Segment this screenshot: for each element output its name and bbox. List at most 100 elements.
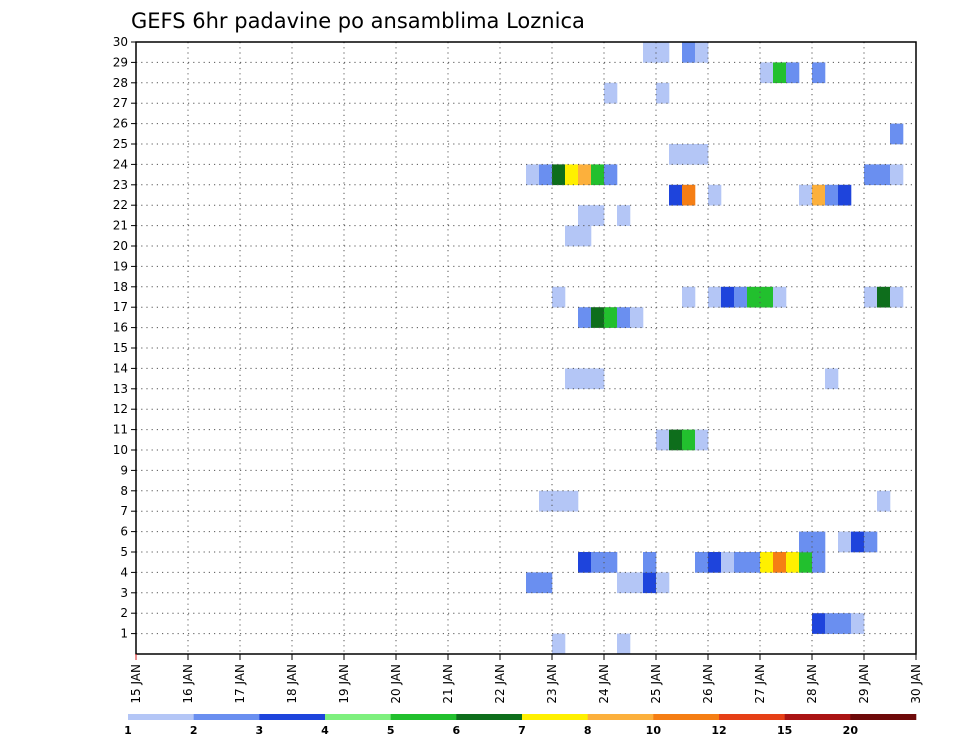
y-tick-label: 26 — [113, 117, 128, 131]
y-tick-label: 12 — [113, 402, 128, 416]
precip-cell — [565, 368, 579, 390]
precip-cell — [708, 286, 722, 308]
colorbar-segment — [522, 714, 588, 720]
precip-cell — [591, 205, 605, 226]
precip-cell — [604, 164, 618, 186]
colorbar-label: 7 — [518, 724, 526, 737]
colorbar-label: 6 — [453, 724, 461, 737]
y-tick-label: 9 — [120, 463, 128, 477]
precip-cell — [591, 368, 605, 390]
precip-cell — [552, 164, 566, 186]
y-tick-label: 18 — [113, 280, 128, 294]
precip-cell — [851, 613, 865, 634]
precip-cell — [669, 184, 683, 206]
precip-cell — [812, 531, 826, 553]
precip-cell — [721, 552, 735, 573]
precip-cell — [877, 490, 891, 512]
precip-cell — [643, 42, 657, 63]
precip-cell — [890, 286, 904, 308]
y-tick-label: 2 — [120, 606, 128, 620]
precip-cell — [747, 552, 761, 573]
colorbar-segment — [128, 714, 194, 720]
precip-cell — [656, 572, 670, 594]
y-tick-label: 10 — [113, 443, 128, 457]
precip-cell — [838, 184, 852, 206]
precip-cell — [864, 531, 878, 553]
precip-cell — [799, 552, 813, 573]
x-tick-label: 25 JAN — [649, 664, 663, 704]
colorbar-segment — [850, 714, 917, 720]
precip-cell — [760, 62, 774, 84]
precip-cell — [760, 552, 774, 573]
precip-cell — [630, 572, 644, 594]
precip-cell — [695, 144, 709, 165]
precip-cell — [552, 633, 566, 655]
precip-cell — [825, 368, 839, 390]
colorbar-segment — [193, 714, 260, 720]
precip-cell — [617, 572, 631, 594]
precip-cell — [565, 225, 579, 247]
precip-cell — [708, 552, 722, 573]
precip-cell — [539, 572, 553, 594]
y-tick-label: 7 — [120, 504, 128, 518]
precip-cell — [747, 286, 761, 308]
x-axis: 15 JAN 16 JAN 17 JAN 18 JAN 19 JAN 20 JAN 21 J… — [129, 654, 923, 704]
precip-cell — [773, 62, 787, 84]
colorbar-segment — [456, 714, 523, 720]
y-tick-label: 8 — [120, 484, 128, 498]
precip-cell — [682, 286, 696, 308]
y-tick-label: 22 — [113, 198, 128, 212]
precip-cell — [695, 42, 709, 63]
colorbar-label: 10 — [646, 724, 662, 737]
x-tick-label: 18 JAN — [285, 664, 299, 704]
y-tick-label: 17 — [113, 300, 128, 314]
data-cells — [526, 42, 904, 655]
precip-cell — [773, 286, 787, 308]
colorbar-label: 3 — [256, 724, 264, 737]
precip-cell — [643, 552, 657, 573]
precip-cell — [877, 164, 891, 186]
colorbar-label: 20 — [843, 724, 859, 737]
precip-cell — [812, 62, 826, 84]
precip-cell — [656, 42, 670, 63]
chart-title: GEFS 6hr padavine po ansamblima Loznica — [131, 9, 585, 33]
colorbar-label: 1 — [124, 724, 132, 737]
y-tick-label: 4 — [120, 565, 128, 579]
precip-cell — [617, 307, 631, 328]
precip-cell — [630, 307, 644, 328]
colorbar-label: 5 — [387, 724, 395, 737]
precip-cell — [578, 205, 592, 226]
precip-cell — [578, 164, 592, 186]
y-tick-label: 19 — [113, 259, 128, 273]
precip-cell — [786, 552, 800, 573]
colorbar-label: 4 — [321, 724, 329, 737]
y-axis: 1234567891011121314151617181920212223242… — [113, 35, 136, 641]
y-tick-label: 6 — [120, 525, 128, 539]
colorbar-segment — [325, 714, 391, 720]
precip-cell — [591, 164, 605, 186]
precip-cell — [877, 286, 891, 308]
precip-cell — [773, 552, 787, 573]
precip-cell — [812, 552, 826, 573]
colorbar-segment — [719, 714, 785, 720]
precip-cell — [799, 531, 813, 553]
x-tick-label: 22 JAN — [493, 664, 507, 704]
precip-cell — [799, 184, 813, 206]
precip-cell — [864, 286, 878, 308]
precip-cell — [565, 164, 579, 186]
x-tick-label: 24 JAN — [597, 664, 611, 704]
precip-cell — [591, 552, 605, 573]
y-tick-label: 23 — [113, 178, 128, 192]
y-tick-label: 11 — [113, 423, 128, 437]
precip-cell — [838, 613, 852, 634]
precip-cell — [786, 62, 800, 84]
colorbar: 1 2 3 4 5 6 7 8 10 12 15 20 — [124, 714, 917, 737]
precip-cell — [656, 82, 670, 104]
x-tick-label: 23 JAN — [545, 664, 559, 704]
colorbar-label: 8 — [584, 724, 592, 737]
y-tick-label: 25 — [113, 137, 128, 151]
y-tick-label: 20 — [113, 239, 128, 253]
x-tick-label: 20 JAN — [389, 664, 403, 704]
colorbar-segment — [259, 714, 326, 720]
precip-cell — [578, 307, 592, 328]
